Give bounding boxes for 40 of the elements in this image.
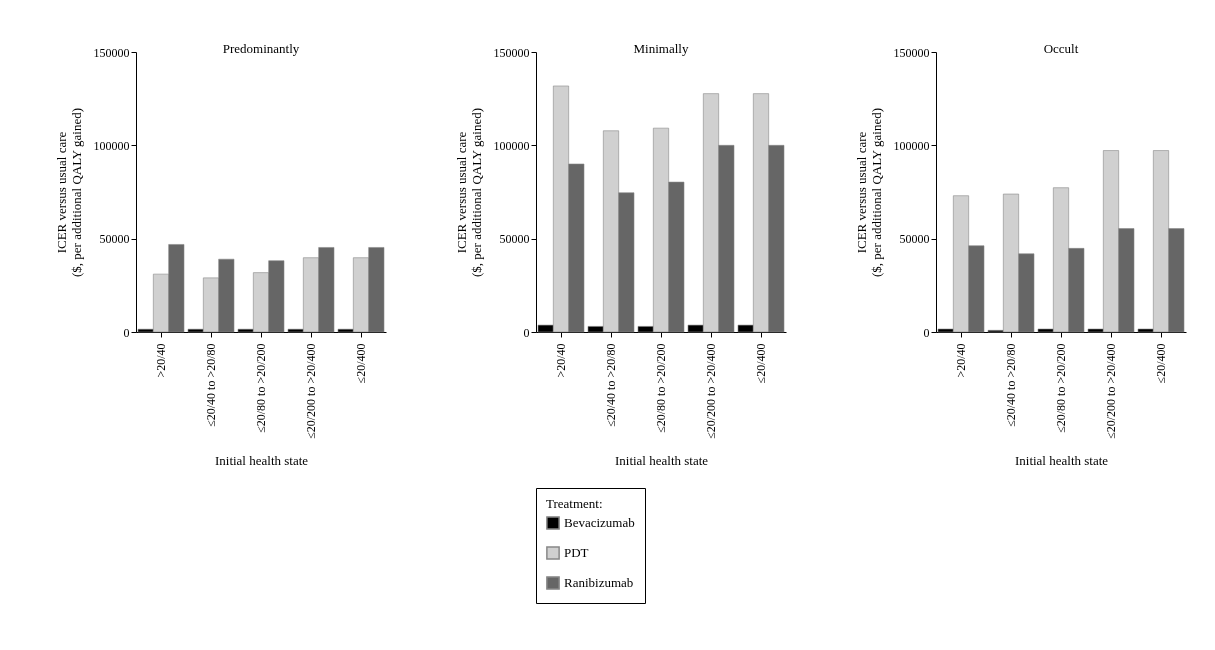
x-tick-label: >20/40 bbox=[954, 343, 968, 378]
y-tick-label: 50000 bbox=[99, 232, 130, 247]
x-tick-label: ≤20/200 to >20/400 bbox=[304, 343, 318, 439]
x-tick-label: ≤20/400 bbox=[754, 343, 768, 384]
x-tick-label: ≤20/400 bbox=[354, 343, 368, 384]
x-tick-label: ≤20/200 to >20/400 bbox=[704, 343, 718, 439]
x-tick-label: ≤20/40 to >20/80 bbox=[1004, 343, 1018, 427]
y-tick-label: 150000 bbox=[893, 45, 930, 60]
y-tick-label: 150000 bbox=[493, 45, 530, 60]
x-axis-title: Initial health state bbox=[1014, 452, 1109, 468]
y-axis-title: ICER versus usual care ($, per additional QALY gained) bbox=[453, 108, 484, 277]
y-tick-label: 100000 bbox=[93, 138, 130, 153]
legend-title: Treatment: bbox=[546, 496, 603, 511]
legend-label: Ranibizumab bbox=[564, 575, 634, 590]
x-tick-label: ≤20/40 to >20/80 bbox=[604, 343, 618, 427]
x-tick-label: ≤20/200 to >20/400 bbox=[1104, 343, 1118, 439]
chart-title: Occult bbox=[1043, 41, 1079, 56]
y-tick-label: 0 bbox=[523, 325, 530, 340]
x-tick-label: >20/40 bbox=[554, 343, 568, 378]
chart-title: Predominantly bbox=[222, 41, 300, 56]
y-tick-label: 50000 bbox=[899, 232, 930, 247]
x-axis-title: Initial health state bbox=[214, 452, 309, 468]
chart-title: Minimally bbox=[633, 41, 689, 56]
y-tick-label: 0 bbox=[923, 325, 930, 340]
y-tick-label: 50000 bbox=[499, 232, 530, 247]
y-tick-label: 100000 bbox=[893, 138, 930, 153]
x-tick-label: ≤20/80 to >20/200 bbox=[1054, 343, 1068, 433]
y-tick-label: 150000 bbox=[93, 45, 130, 60]
legend-label: PDT bbox=[564, 545, 589, 560]
x-tick-label: ≤20/80 to >20/200 bbox=[654, 343, 668, 433]
y-tick-label: 100000 bbox=[493, 138, 530, 153]
y-axis-title: ICER versus usual care ($, per additional QALY gained) bbox=[853, 108, 884, 277]
x-tick-label: ≤20/400 bbox=[1154, 343, 1168, 384]
legend-label: Bevacizumab bbox=[564, 515, 635, 530]
x-tick-label: ≤20/80 to >20/200 bbox=[254, 343, 268, 433]
y-tick-label: 0 bbox=[123, 325, 130, 340]
x-axis-title: Initial health state bbox=[614, 452, 709, 468]
x-tick-label: >20/40 bbox=[154, 343, 168, 378]
x-tick-label: ≤20/40 to >20/80 bbox=[204, 343, 218, 427]
y-axis-title: ICER versus usual care ($, per additional QALY gained) bbox=[53, 108, 84, 277]
